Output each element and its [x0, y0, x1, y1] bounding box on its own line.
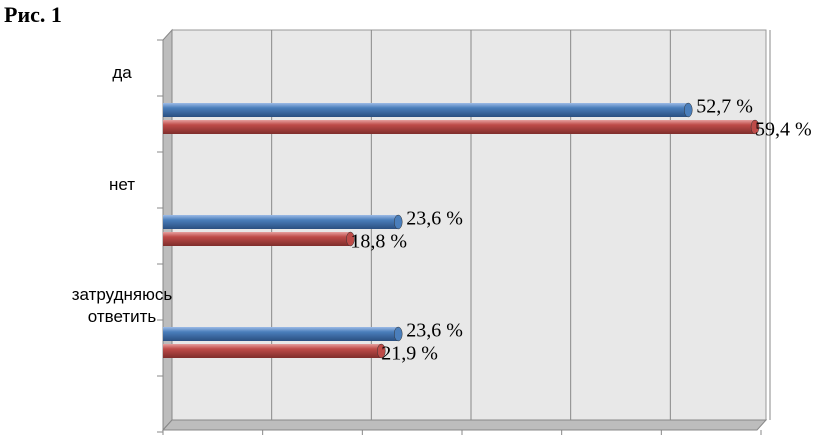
- floor: [161, 419, 768, 431]
- bar-cap: [393, 214, 403, 230]
- category-label: нет: [108, 175, 136, 194]
- side-wall: [162, 28, 173, 432]
- bar: [163, 344, 382, 358]
- bar-cap: [346, 231, 355, 247]
- value-label: 52,7 %: [696, 96, 753, 118]
- category-label: затрудняюсь ответить: [71, 285, 173, 326]
- category-label: да: [112, 63, 132, 82]
- bar: [163, 327, 399, 341]
- value-label: 18,8 %: [350, 231, 407, 253]
- bar: [163, 120, 756, 134]
- bar: [163, 232, 351, 246]
- value-label: 23,6 %: [406, 208, 463, 230]
- bar-cap: [683, 102, 693, 118]
- bar: [163, 103, 689, 117]
- bar-cap: [377, 343, 386, 359]
- bar: [163, 215, 399, 229]
- value-label: 59,4 %: [755, 119, 812, 141]
- value-label: 23,6 %: [406, 320, 463, 342]
- value-label: 21,9 %: [381, 343, 438, 365]
- bar-cap: [393, 326, 403, 342]
- chart-title: Рис. 1: [4, 2, 62, 27]
- bar-cap: [750, 119, 760, 135]
